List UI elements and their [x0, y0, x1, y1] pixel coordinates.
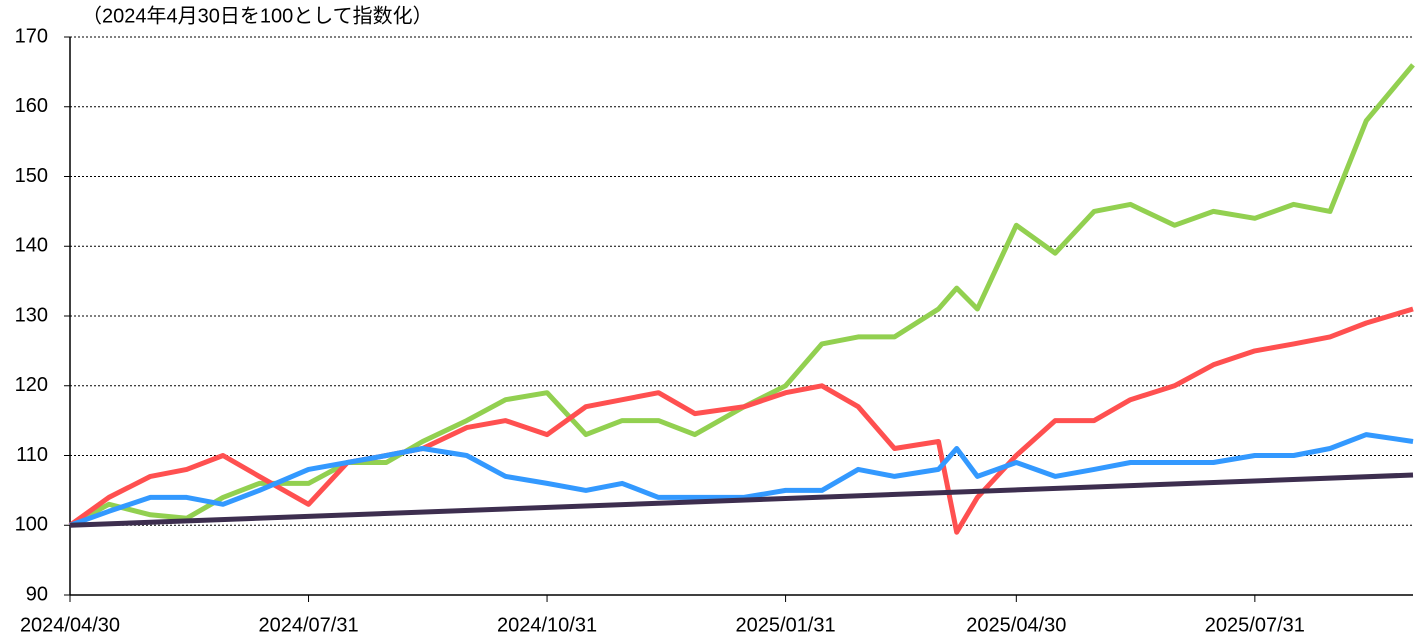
y-tick-label: 150 [15, 165, 48, 187]
y-tick-label: 160 [15, 95, 48, 117]
y-tick-label: 90 [26, 583, 48, 605]
series-line [68, 63, 1415, 528]
x-tick-label: 2024/07/31 [258, 614, 358, 636]
x-tick-label: 2025/04/30 [966, 614, 1066, 636]
x-tick-label: 2024/10/31 [497, 614, 597, 636]
y-tick-label: 120 [15, 374, 48, 396]
chart-subtitle: （2024年4月30日を100として指数化） [82, 4, 433, 27]
series-line [69, 472, 1414, 528]
x-tick-label: 2025/01/31 [736, 614, 836, 636]
y-tick-label: 140 [15, 235, 48, 257]
y-tick-label: 130 [15, 304, 48, 326]
x-tick-label: 2025/07/31 [1205, 614, 1305, 636]
x-tick-label: 2024/04/30 [20, 614, 120, 636]
series-line [68, 306, 1414, 535]
y-tick-label: 170 [15, 25, 48, 47]
y-tick-label: 100 [15, 514, 48, 536]
series-line [69, 432, 1414, 528]
y-tick-label: 110 [16, 444, 48, 466]
